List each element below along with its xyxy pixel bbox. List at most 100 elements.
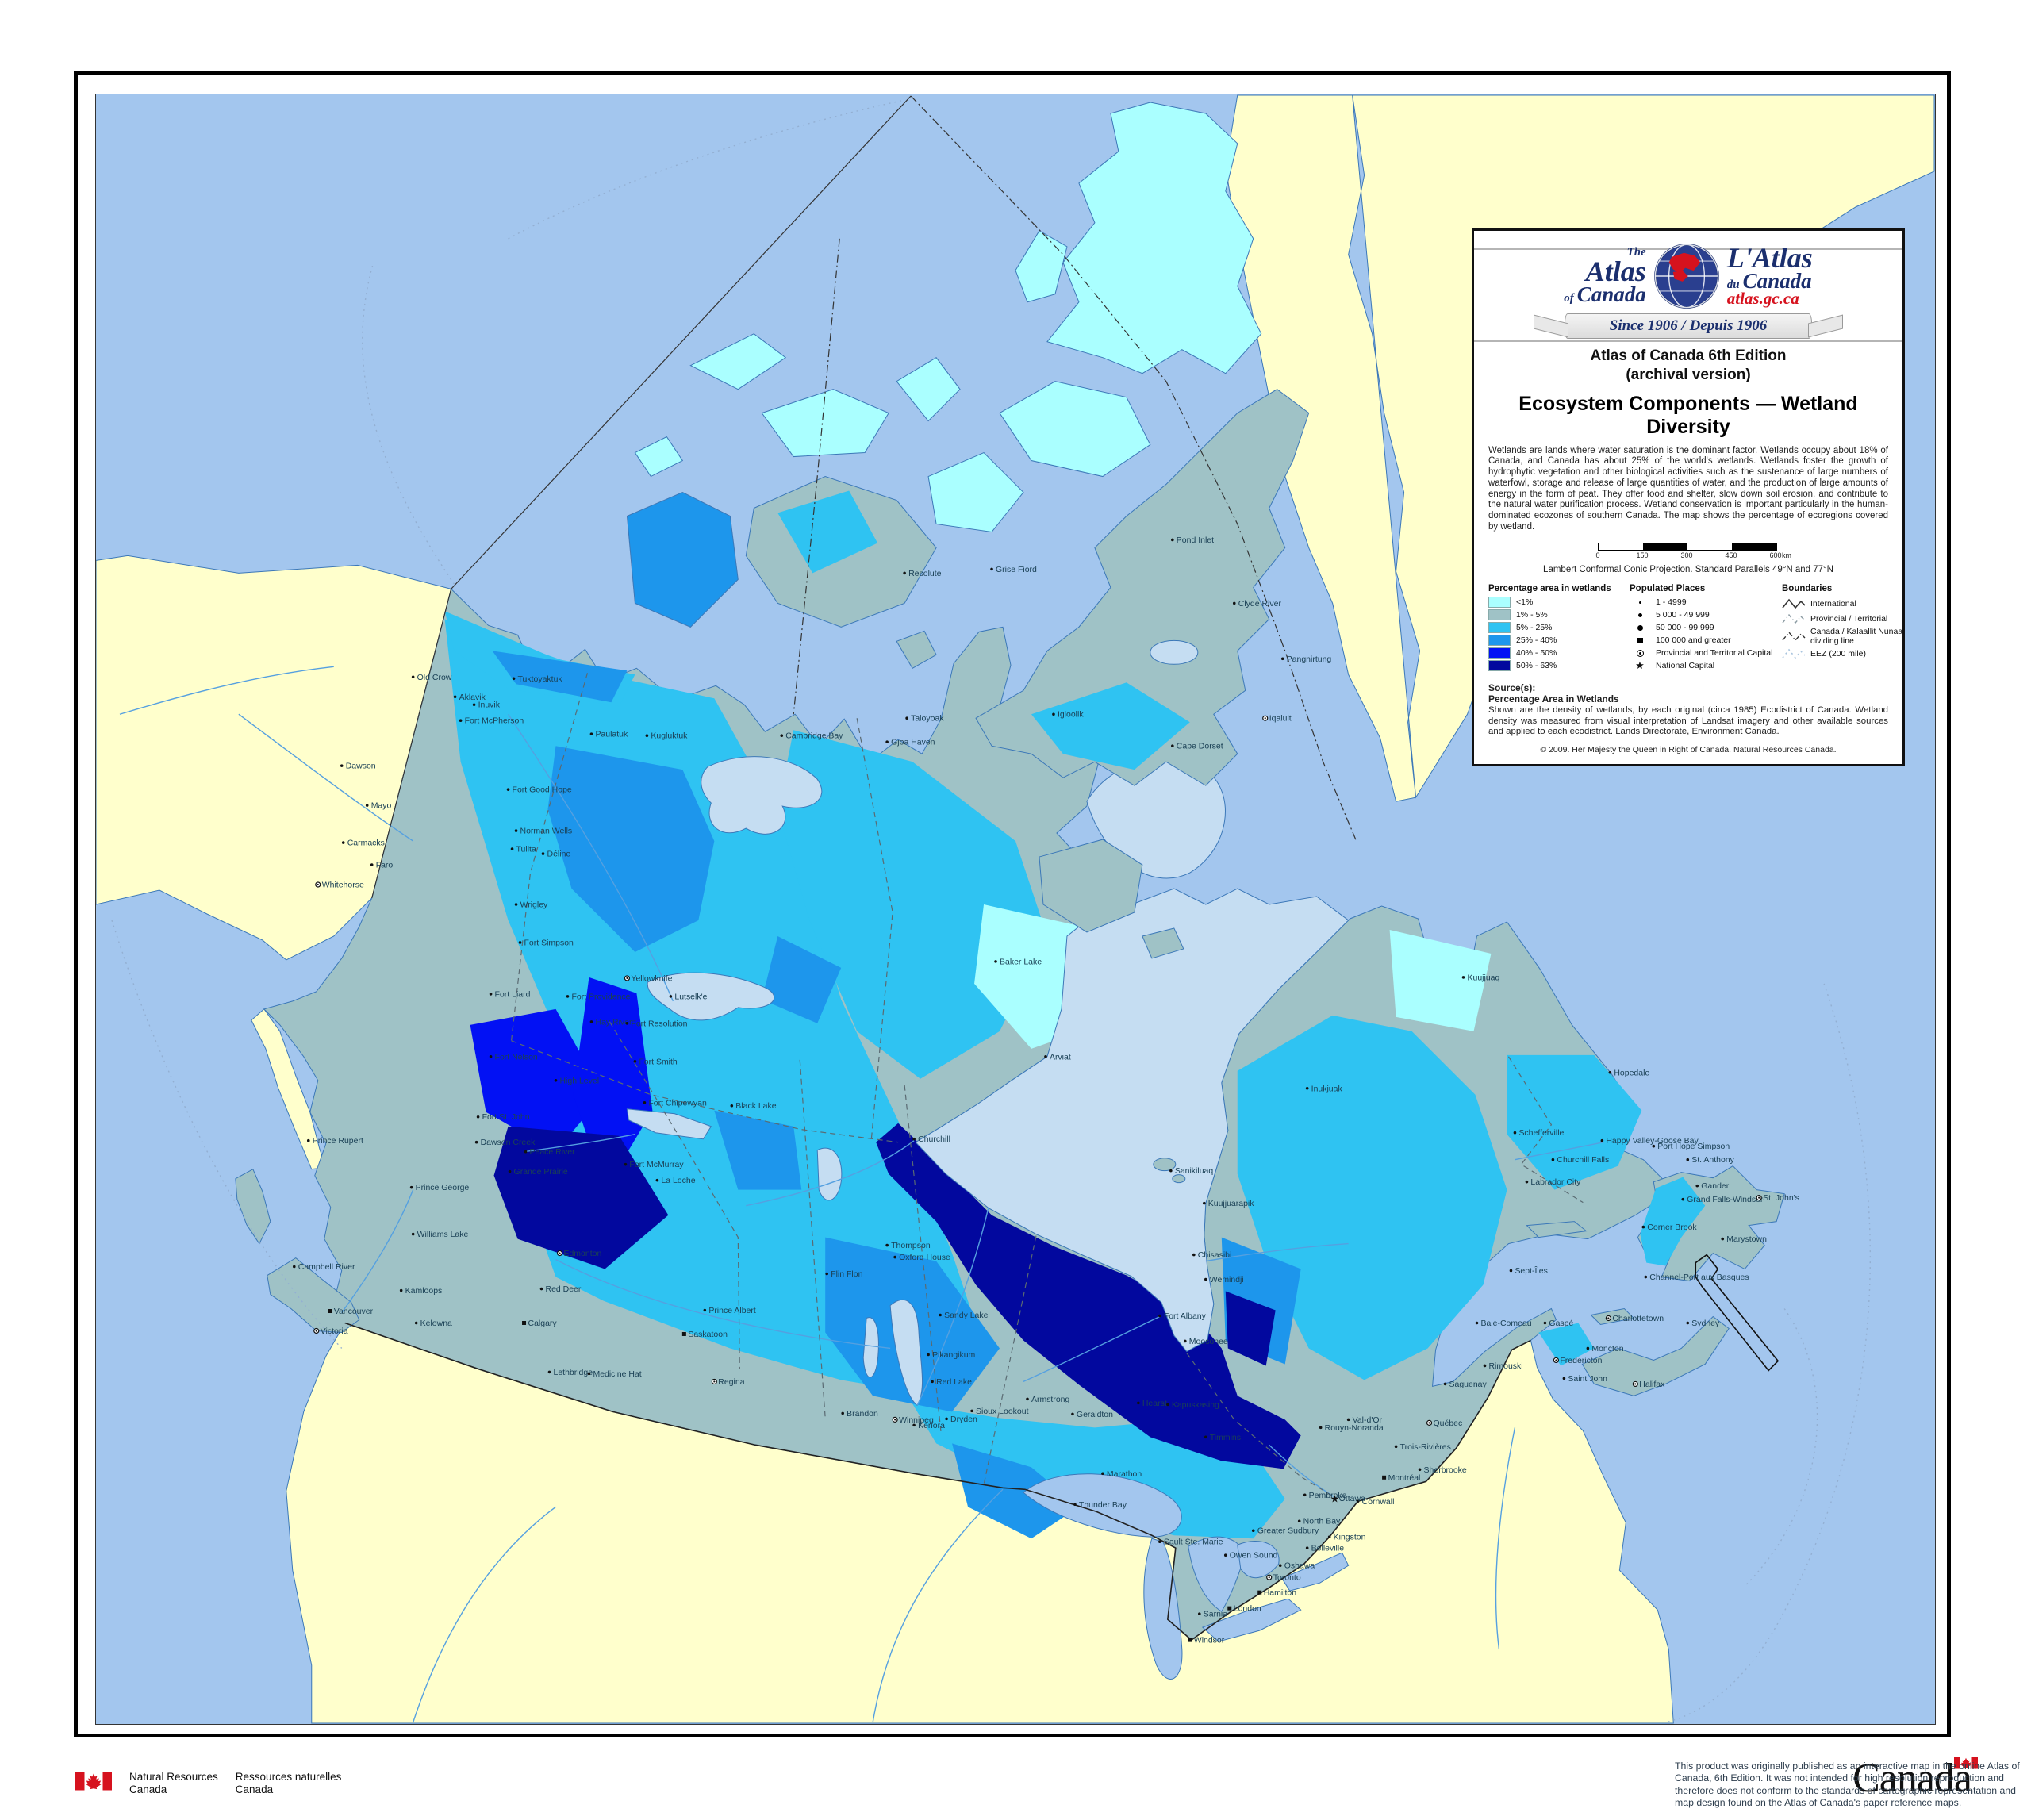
lake-ontario xyxy=(1282,1553,1349,1591)
legend-populated-item: 1 - 4999 xyxy=(1630,597,1782,609)
place-marker xyxy=(340,764,344,767)
place-label: Thunder Bay xyxy=(1079,1501,1127,1510)
legend: Percentage area in wetlands <1% 1% - 5% 5%… xyxy=(1488,584,1905,673)
place-marker xyxy=(1586,1346,1590,1350)
place-label: Prince George xyxy=(416,1184,470,1192)
place-marker xyxy=(1158,1540,1161,1544)
canada-flag-icon xyxy=(75,1772,112,1791)
legend-boundary-item: Canada / Kalaallit Nunaat dividing line xyxy=(1782,627,1907,646)
place-marker xyxy=(990,567,993,571)
map-disclaimer: This product was originally published as… xyxy=(1675,1760,2020,1809)
place-marker xyxy=(524,1150,528,1154)
place-marker-dot xyxy=(713,1380,716,1383)
place-label: Medicine Hat xyxy=(593,1370,641,1379)
place-label: Cape Dorset xyxy=(1177,743,1223,751)
place-label: Tulita xyxy=(516,846,536,854)
place-marker xyxy=(1297,1519,1301,1523)
boundary-line-icon xyxy=(1782,598,1806,609)
place-marker xyxy=(1652,1144,1656,1148)
place-label: Oxford House xyxy=(899,1254,950,1262)
place-label: Regina xyxy=(718,1378,744,1387)
place-marker xyxy=(399,1288,403,1292)
place-marker xyxy=(1443,1382,1447,1386)
place-label: Victoria xyxy=(321,1327,348,1336)
place-label: Corner Brook xyxy=(1647,1223,1697,1232)
legend-swatch xyxy=(1488,622,1511,634)
place-marker xyxy=(1509,1269,1513,1273)
anticosti-island xyxy=(1526,1222,1586,1238)
place-marker xyxy=(780,734,784,738)
place-label: Fort Liard xyxy=(495,990,531,999)
place-label: Fort Resolution xyxy=(631,1019,687,1028)
place-marker xyxy=(370,863,374,866)
place-marker-dot xyxy=(317,883,319,886)
legend-wetland-class: <1% xyxy=(1488,597,1630,609)
place-label: Prince Rupert xyxy=(313,1137,363,1146)
place-marker-dot xyxy=(1758,1196,1760,1199)
globe-icon xyxy=(1653,244,1719,309)
place-marker xyxy=(514,903,518,906)
place-label: Clyde River xyxy=(1238,600,1282,609)
place-label: North Bay xyxy=(1303,1518,1341,1526)
place-marker xyxy=(1305,1546,1309,1550)
place-marker xyxy=(512,677,516,681)
place-label: Thompson xyxy=(891,1242,931,1250)
logo-of: of xyxy=(1564,292,1574,305)
legend-populated-item: 5 000 - 49 999 xyxy=(1630,609,1782,621)
place-marker xyxy=(912,1423,916,1427)
place-marker xyxy=(893,1255,896,1259)
place-label: Faro xyxy=(376,862,394,870)
place-label: Sault Ste. Marie xyxy=(1164,1538,1223,1547)
sources-block: Source(s): Percentage Area in Wetlands S… xyxy=(1488,682,1888,754)
place-marker xyxy=(292,1265,296,1269)
lake-huron xyxy=(1188,1537,1246,1611)
ellesmere-island xyxy=(1047,102,1261,374)
place-marker xyxy=(1600,1138,1604,1142)
place-marker xyxy=(1251,1529,1255,1533)
canada-wordmark: Canada xyxy=(1852,1755,1978,1802)
place-marker xyxy=(554,1078,558,1082)
place-label: Aklavik xyxy=(459,693,486,702)
place-label: Norman Wells xyxy=(520,827,573,836)
legend-wetland-class: 5% - 25% xyxy=(1488,622,1630,634)
place-label: Cornwall xyxy=(1362,1498,1395,1507)
logo-du: du xyxy=(1726,278,1740,292)
place-label: Marystown xyxy=(1726,1235,1767,1244)
place-marker xyxy=(643,1100,647,1104)
place-marker xyxy=(1232,601,1236,605)
place-label: Déline xyxy=(547,850,571,859)
place-label: Paulatuk xyxy=(595,731,628,739)
place-label: Campbell River xyxy=(298,1263,355,1272)
legend-boundary-item: Provincial / Territorial xyxy=(1782,612,1907,626)
place-label: Calgary xyxy=(528,1319,558,1328)
place-label: Wemindji xyxy=(1210,1276,1244,1284)
dot5-marker-icon xyxy=(1630,612,1650,617)
devon-island xyxy=(1000,382,1150,477)
reindeer-lake xyxy=(817,1148,842,1200)
place-label: Owen Sound xyxy=(1230,1552,1278,1561)
place-label: Lutselk'e xyxy=(674,993,707,1001)
info-box: The Atlas of Canada L'Atlas xyxy=(1472,228,1905,766)
place-marker xyxy=(1686,1321,1690,1325)
place-marker xyxy=(1101,1472,1104,1476)
place-marker xyxy=(703,1308,707,1312)
atlas-logo: The Atlas of Canada L'Atlas xyxy=(1474,239,1902,342)
place-label: Old Crow xyxy=(417,674,452,682)
place-label: Kamloops xyxy=(405,1287,443,1296)
place-marker xyxy=(1644,1275,1648,1279)
place-marker xyxy=(341,841,345,844)
somerset-island xyxy=(928,453,1023,532)
legend-wetland-class: 25% - 40% xyxy=(1488,635,1630,647)
place-label: Ottawa xyxy=(1339,1495,1365,1503)
place-marker xyxy=(539,1287,543,1291)
place-marker-dot xyxy=(1555,1359,1557,1361)
place-label: Winnipeg xyxy=(899,1416,934,1425)
place-marker xyxy=(625,1022,629,1025)
place-label: Val-d'Or xyxy=(1353,1416,1383,1425)
place-marker-dot xyxy=(1264,717,1266,720)
place-label: Fredericton xyxy=(1560,1357,1602,1365)
place-label: Grise Fiord xyxy=(996,566,1037,574)
place-label: Dryden xyxy=(950,1415,977,1424)
place-label: Charlottetown xyxy=(1612,1315,1664,1323)
vancouver-island xyxy=(267,1258,359,1333)
